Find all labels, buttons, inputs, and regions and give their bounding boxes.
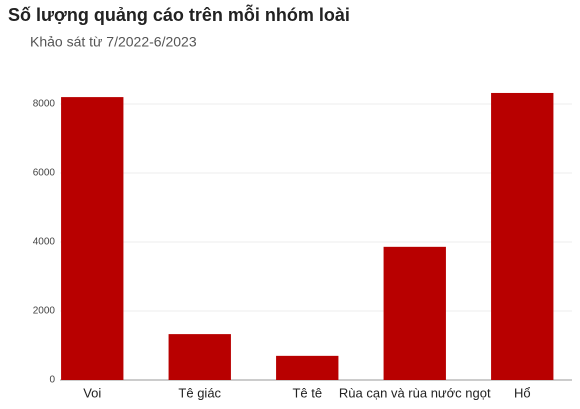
y-tick-label: 6000	[33, 168, 56, 179]
chart-subtitle: Khảo sát từ 7/2022-6/2023	[30, 34, 197, 50]
y-tick-label: 2000	[33, 306, 56, 317]
bar	[491, 92, 554, 381]
y-tick-label: 4000	[33, 237, 56, 248]
bar	[168, 334, 231, 380]
x-tick-label: Rùa cạn và rùa nước ngọt	[339, 385, 491, 400]
x-tick-label: Tê giác	[178, 385, 221, 400]
y-tick-label: 8000	[33, 99, 56, 110]
bar	[276, 355, 339, 380]
x-tick-label: Voi	[83, 385, 101, 400]
bar	[61, 97, 124, 380]
x-tick-label: Hổ	[514, 385, 531, 400]
x-tick-label: Tê tê	[292, 385, 322, 400]
bar	[383, 246, 446, 380]
y-tick-label: 0	[49, 375, 55, 386]
chart-title: Số lượng quảng cáo trên mỗi nhóm loài	[8, 4, 350, 25]
